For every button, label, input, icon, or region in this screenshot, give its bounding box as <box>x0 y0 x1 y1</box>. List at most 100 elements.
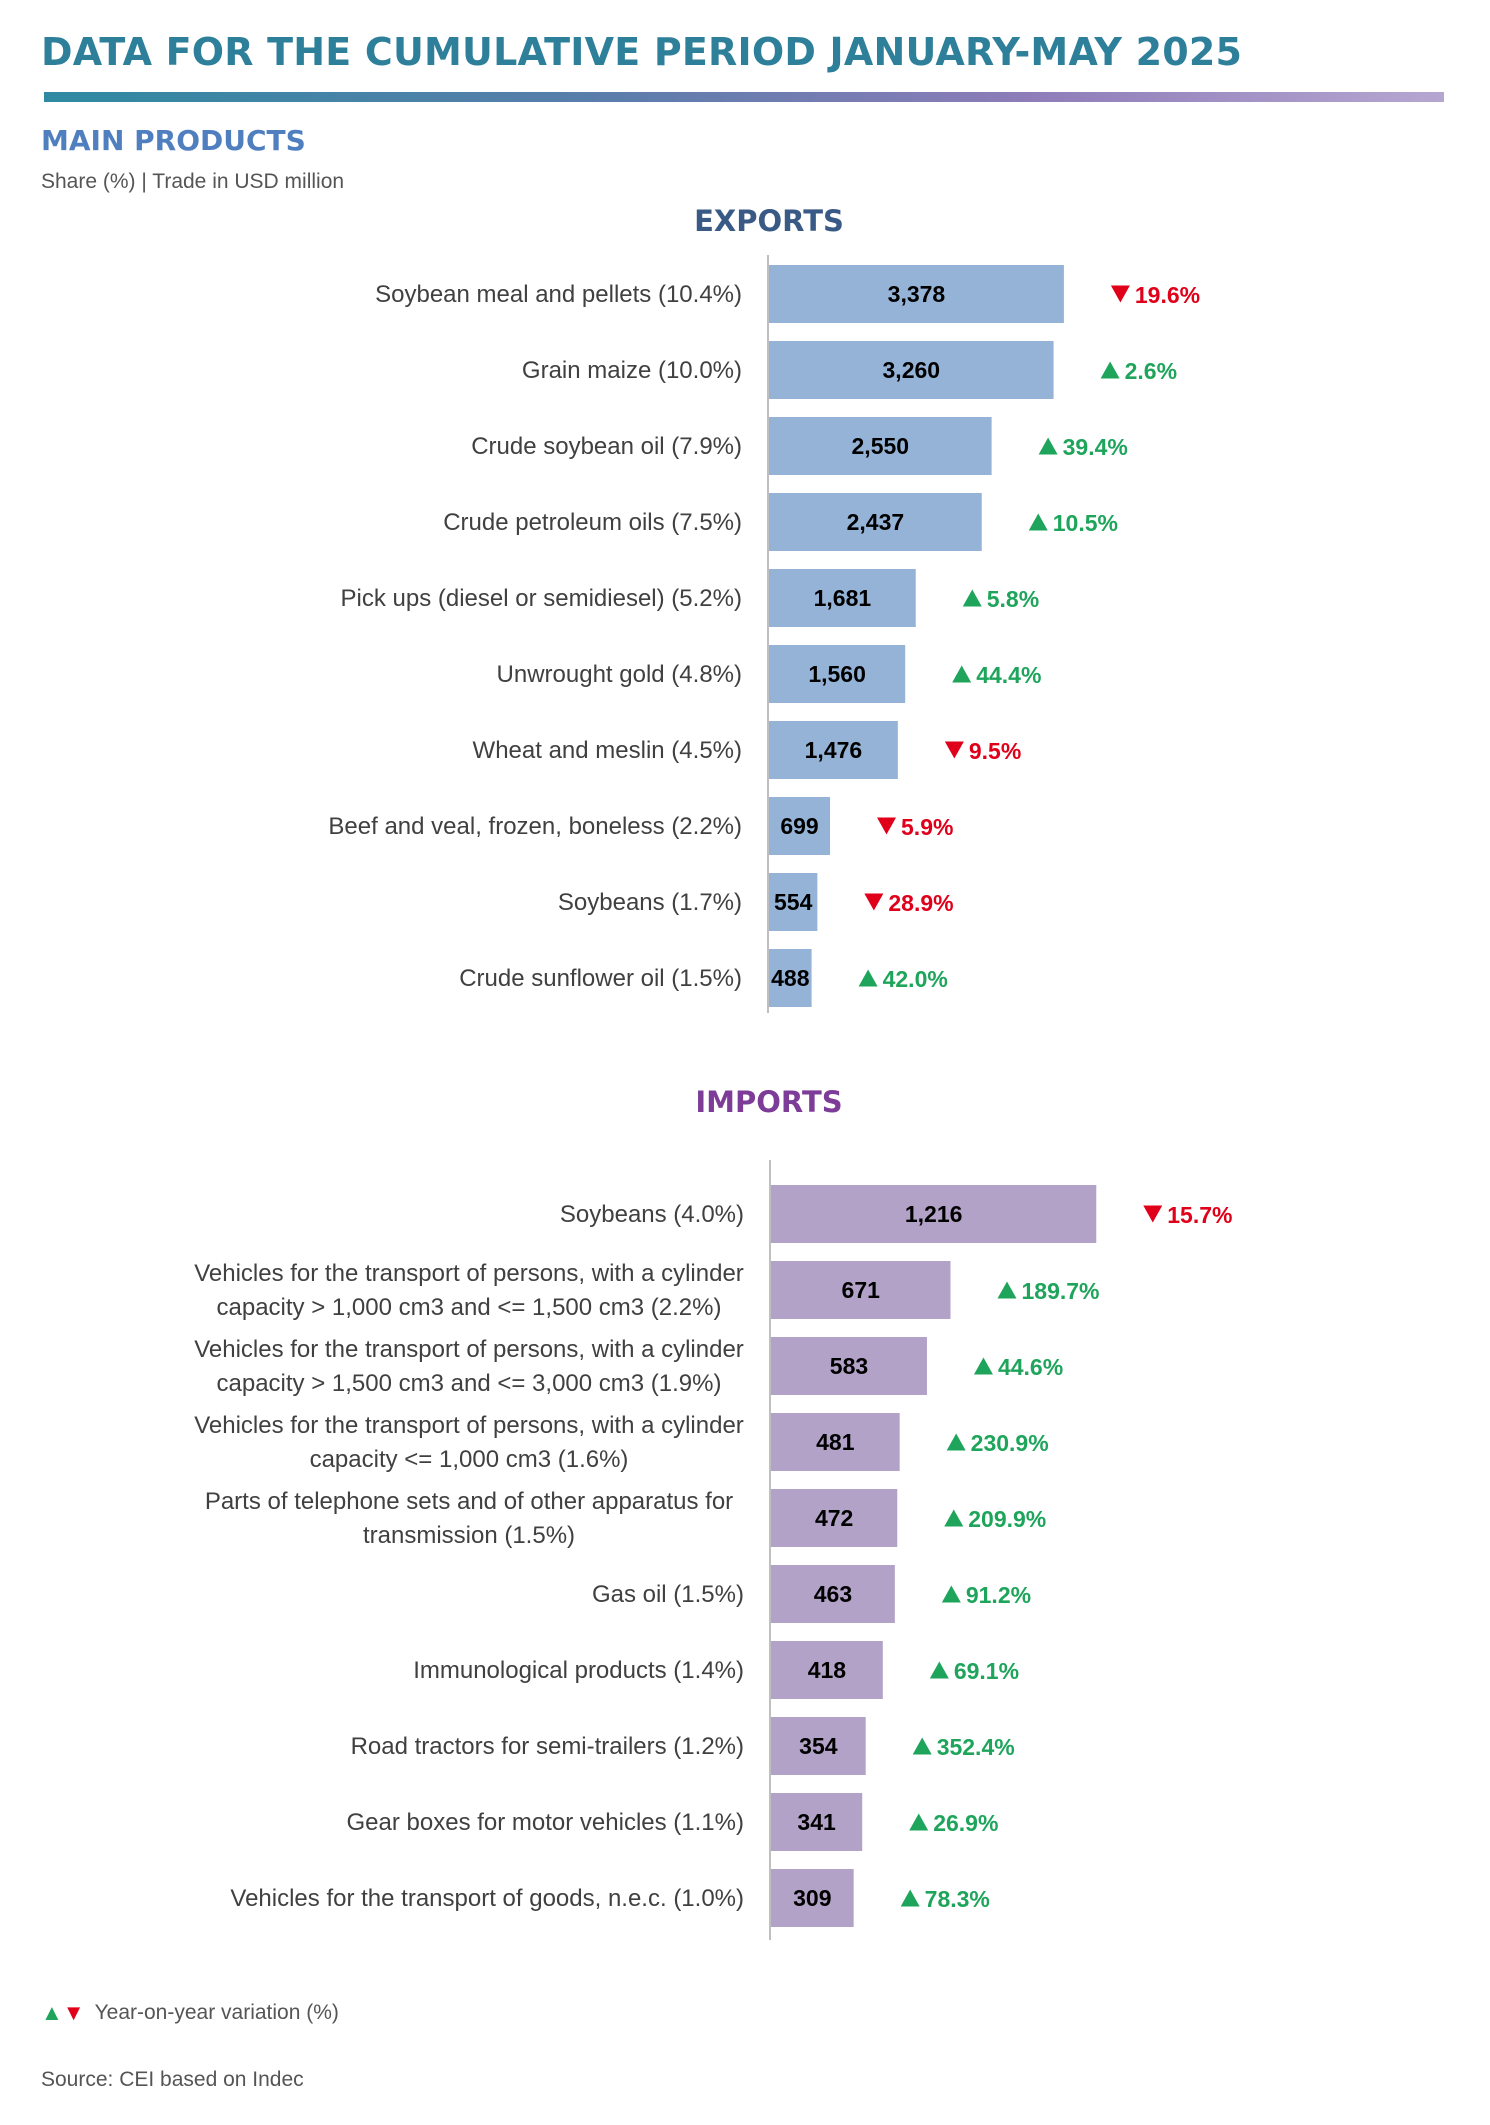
source-note: Source: CEI based on Indec <box>41 2068 304 2091</box>
triangle-up-icon <box>962 589 982 607</box>
value-label: 2,550 <box>852 433 910 459</box>
triangle-up-icon <box>912 1737 932 1755</box>
triangle-down-icon <box>864 893 884 911</box>
change-label: 28.9% <box>888 890 953 916</box>
triangle-down-icon <box>877 817 897 835</box>
triangle-down-icon <box>1143 1205 1163 1223</box>
value-label: 463 <box>814 1581 852 1607</box>
category-label: Gas oil (1.5%) <box>592 1581 744 1608</box>
exports-bar-chart: Soybean meal and pellets (10.4%) 3,378 19.… <box>328 255 1200 1013</box>
category-label: Soybeans (4.0%) <box>560 1201 744 1228</box>
value-label: 3,378 <box>888 281 946 307</box>
triangle-up-icon <box>946 1433 966 1451</box>
triangle-up-icon <box>973 1357 993 1375</box>
category-label-line: capacity > 1,000 cm3 and <= 1,500 cm3 (2… <box>217 1294 722 1321</box>
value-label: 488 <box>771 965 810 991</box>
change-label: 78.3% <box>925 1886 990 1912</box>
triangle-up-icon <box>1038 437 1058 455</box>
bar-1 <box>769 265 1064 323</box>
category-label-line: Vehicles for the transport of persons, w… <box>194 1412 744 1439</box>
change-label: 44.6% <box>998 1354 1063 1380</box>
triangle-up-icon <box>941 1585 961 1603</box>
triangle-up-icon <box>900 1889 920 1907</box>
imports-bar-chart: Soybeans (4.0%) 1,216 15.7% Vehicles for th… <box>194 1160 1232 1940</box>
triangle-up-icon <box>952 665 972 683</box>
triangle-up-icon <box>858 969 878 987</box>
bar-9 <box>769 873 818 931</box>
page-title: DATA FOR THE CUMULATIVE PERIOD JANUARY-M… <box>41 30 1243 74</box>
bar-3 <box>771 1337 927 1395</box>
change-label: 26.9% <box>933 1810 998 1836</box>
exports-chart-title: EXPORTS <box>694 204 844 238</box>
triangle-up-icon: ▲ <box>41 2000 63 2025</box>
legend: ▲ ▼ Year-on-year variation (%) <box>41 2000 339 2026</box>
change-label: 189.7% <box>1021 1278 1099 1304</box>
change-label: 230.9% <box>971 1430 1049 1456</box>
change-label: 2.6% <box>1125 358 1177 384</box>
bar-10 <box>769 949 812 1007</box>
bar-5 <box>771 1489 898 1547</box>
category-label: Parts of telephone sets and of other app… <box>205 1488 733 1549</box>
category-label: Crude petroleum oils (7.5%) <box>443 509 742 536</box>
bar-6 <box>769 645 906 703</box>
category-label: Beef and veal, frozen, boneless (2.2%) <box>328 813 742 840</box>
value-label: 354 <box>799 1733 838 1759</box>
triangle-up-icon <box>909 1813 929 1831</box>
category-label: Soybean meal and pellets (10.4%) <box>375 281 742 308</box>
category-label: Road tractors for semi-trailers (1.2%) <box>351 1733 744 1760</box>
change-label: 69.1% <box>954 1658 1019 1684</box>
value-label: 1,216 <box>905 1201 963 1227</box>
category-label: Immunological products (1.4%) <box>413 1657 744 1684</box>
legend-label: Year-on-year variation (%) <box>94 2001 339 2024</box>
bar-6 <box>771 1565 895 1623</box>
bar-10 <box>771 1869 854 1927</box>
category-label-line: Parts of telephone sets and of other app… <box>205 1488 733 1515</box>
change-label: 352.4% <box>937 1734 1015 1760</box>
bar-2 <box>769 341 1054 399</box>
category-label: Vehicles for the transport of persons, w… <box>194 1260 744 1321</box>
category-label-line: Vehicles for the transport of persons, w… <box>194 1260 744 1287</box>
change-label: 39.4% <box>1063 434 1128 460</box>
title-divider <box>44 92 1444 102</box>
value-label: 418 <box>808 1657 847 1683</box>
category-label: Unwrought gold (4.8%) <box>497 661 742 688</box>
value-label: 554 <box>774 889 813 915</box>
category-label: Soybeans (1.7%) <box>558 889 742 916</box>
bar-1 <box>771 1185 1097 1243</box>
bar-5 <box>769 569 916 627</box>
triangle-up-icon <box>944 1509 964 1527</box>
category-label-line: transmission (1.5%) <box>363 1522 575 1549</box>
imports-chart-title: IMPORTS <box>695 1085 843 1119</box>
category-label: Vehicles for the transport of persons, w… <box>194 1336 744 1397</box>
triangle-down-icon <box>944 741 964 759</box>
bar-4 <box>769 493 982 551</box>
triangle-up-icon <box>997 1281 1017 1299</box>
triangle-up-icon <box>929 1661 949 1679</box>
bar-7 <box>771 1641 883 1699</box>
triangle-up-icon <box>1100 361 1120 379</box>
category-label: Gear boxes for motor vehicles (1.1%) <box>347 1809 745 1836</box>
category-label: Wheat and meslin (4.5%) <box>473 737 742 764</box>
value-label: 472 <box>815 1505 853 1531</box>
value-label: 3,260 <box>883 357 941 383</box>
change-label: 5.9% <box>901 814 953 840</box>
category-label-line: Vehicles for the transport of persons, w… <box>194 1336 744 1363</box>
value-label: 341 <box>797 1809 836 1835</box>
change-label: 15.7% <box>1167 1202 1232 1228</box>
bar-7 <box>769 721 898 779</box>
bar-8 <box>769 797 831 855</box>
category-label: Crude sunflower oil (1.5%) <box>459 965 742 992</box>
change-label: 44.4% <box>976 662 1041 688</box>
value-label: 583 <box>830 1353 868 1379</box>
change-label: 42.0% <box>883 966 948 992</box>
value-label: 699 <box>780 813 818 839</box>
change-label: 209.9% <box>968 1506 1046 1532</box>
category-label: Pick ups (diesel or semidiesel) (5.2%) <box>341 585 742 612</box>
change-label: 10.5% <box>1053 510 1118 536</box>
section-heading: MAIN PRODUCTS <box>41 124 306 157</box>
triangle-up-icon <box>1028 513 1048 531</box>
value-label: 671 <box>842 1277 881 1303</box>
triangle-down-icon: ▼ <box>62 2000 85 2025</box>
value-label: 309 <box>793 1885 831 1911</box>
value-label: 2,437 <box>847 509 905 535</box>
